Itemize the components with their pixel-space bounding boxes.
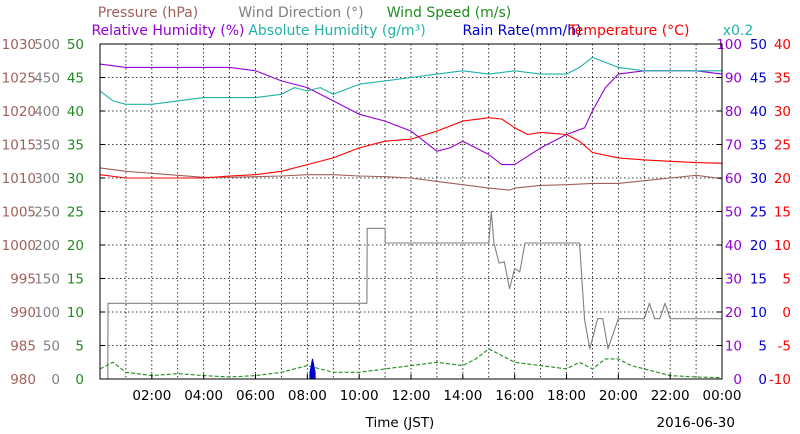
y-tick-label: 15 xyxy=(774,205,791,221)
legend-item: x0.2 xyxy=(723,23,754,39)
y-tick-label: 0 xyxy=(733,372,742,388)
y-tick-label: 35 xyxy=(750,138,767,154)
y-tick-label: 350 xyxy=(34,138,60,154)
x-tick-label: 22:00 xyxy=(651,388,690,404)
y-tick-label: 990 xyxy=(10,305,36,321)
y-tick-label: 0 xyxy=(782,305,791,321)
y-tick-label: 0 xyxy=(758,372,767,388)
y-tick-label: 90 xyxy=(725,71,742,87)
legend-item: Wind Direction (°) xyxy=(238,5,363,21)
y-tick-label: 10 xyxy=(725,339,742,355)
y-tick-label: 40 xyxy=(67,104,84,120)
legend-item: Absolute Humidity (g/m³) xyxy=(248,23,425,39)
y-tick-label: 40 xyxy=(750,104,767,120)
y-tick-label: 0 xyxy=(75,372,84,388)
x-tick-label: 16:00 xyxy=(495,388,534,404)
y-tick-label: 200 xyxy=(34,238,60,254)
y-tick-label: 1020 xyxy=(2,104,36,120)
y-tick-label: 5 xyxy=(758,339,767,355)
x-axis: 02:00 04:00 06:00 08:00 10:00 12:00 14:00 16:00… xyxy=(132,374,741,404)
y-tick-label: 60 xyxy=(725,171,742,187)
y-tick-label: 100 xyxy=(716,37,742,53)
series-line xyxy=(100,210,722,380)
y-tick-label: 1010 xyxy=(2,171,36,187)
x-tick-label: 18:00 xyxy=(547,388,586,404)
y-tick-label: 35 xyxy=(774,71,791,87)
y-tick-label: 250 xyxy=(34,205,60,221)
y-tick-label: 450 xyxy=(34,71,60,87)
legend: Pressure (hPa) Wind Direction (°) Wind Spe… xyxy=(91,5,753,39)
y-tick-label: 20 xyxy=(750,238,767,254)
y-tick-label: 50 xyxy=(725,205,742,221)
legend-item: Wind Speed (m/s) xyxy=(387,5,512,21)
x-tick-label: 20:00 xyxy=(599,388,638,404)
y-tick-label: 45 xyxy=(67,71,84,87)
y-tick-label: 15 xyxy=(750,272,767,288)
y-tick-label: 25 xyxy=(750,205,767,221)
y-tick-label: 20 xyxy=(67,238,84,254)
y-tick-label: 1025 xyxy=(2,71,36,87)
y-tick-label: 30 xyxy=(750,171,767,187)
left-axes: 1030102510201015101010051000995990985980… xyxy=(2,37,84,388)
y-tick-label: 40 xyxy=(774,37,791,53)
y-tick-label: 985 xyxy=(10,339,36,355)
y-tick-label: 500 xyxy=(34,37,60,53)
y-tick-label: 100 xyxy=(34,305,60,321)
series-line xyxy=(99,56,722,105)
legend-item: Temperature (°C) xyxy=(568,23,690,39)
y-tick-label: 980 xyxy=(10,372,36,388)
y-tick-label: 25 xyxy=(67,205,84,221)
y-tick-label: -10 xyxy=(769,372,791,388)
y-tick-label: 20 xyxy=(725,305,742,321)
x-tick-label: 00:00 xyxy=(703,388,742,404)
y-tick-label: 10 xyxy=(67,305,84,321)
y-tick-label: 50 xyxy=(750,37,767,53)
x-tick-label: 06:00 xyxy=(236,388,275,404)
y-tick-label: 1005 xyxy=(2,205,36,221)
y-tick-label: 1000 xyxy=(2,238,36,254)
legend-item: Relative Humidity (%) xyxy=(91,23,244,39)
y-tick-label: 50 xyxy=(43,339,60,355)
y-tick-label: -5 xyxy=(778,339,791,355)
series-line xyxy=(99,117,723,179)
y-tick-label: 70 xyxy=(725,138,742,154)
x-tick-label: 02:00 xyxy=(132,388,171,404)
y-tick-label: 15 xyxy=(67,272,84,288)
chart-date: 2016-06-30 xyxy=(657,415,735,431)
y-tick-label: 80 xyxy=(725,104,742,120)
y-tick-label: 35 xyxy=(67,138,84,154)
y-tick-label: 30 xyxy=(774,104,791,120)
y-tick-label: 10 xyxy=(750,305,767,321)
y-tick-label: 50 xyxy=(67,37,84,53)
x-axis-label: Time (JST) xyxy=(365,415,435,431)
right-axes: 1009080706050403020100504540353025201510… xyxy=(716,37,791,388)
y-tick-label: 25 xyxy=(774,138,791,154)
y-tick-label: 400 xyxy=(34,104,60,120)
x-tick-label: 04:00 xyxy=(184,388,223,404)
x-tick-label: 08:00 xyxy=(288,388,327,404)
y-tick-label: 10 xyxy=(774,238,791,254)
x-tick-label: 12:00 xyxy=(392,388,431,404)
y-tick-label: 150 xyxy=(34,272,60,288)
y-tick-label: 40 xyxy=(725,238,742,254)
legend-item: Rain Rate(mm/h) xyxy=(462,23,581,39)
y-tick-label: 0 xyxy=(51,372,60,388)
y-tick-label: 1015 xyxy=(2,138,36,154)
x-tick-label: 14:00 xyxy=(443,388,482,404)
legend-item: Pressure (hPa) xyxy=(98,5,198,21)
y-tick-label: 300 xyxy=(34,171,60,187)
series-line xyxy=(99,63,723,166)
y-tick-label: 1030 xyxy=(2,37,36,53)
x-tick-label: 10:00 xyxy=(340,388,379,404)
y-tick-label: 20 xyxy=(774,171,791,187)
y-tick-label: 995 xyxy=(10,272,36,288)
y-tick-label: 30 xyxy=(67,171,84,187)
y-tick-label: 45 xyxy=(750,71,767,87)
y-tick-label: 30 xyxy=(725,272,742,288)
y-tick-label: 5 xyxy=(782,272,791,288)
plot-area xyxy=(99,56,723,380)
y-tick-label: 5 xyxy=(75,339,84,355)
